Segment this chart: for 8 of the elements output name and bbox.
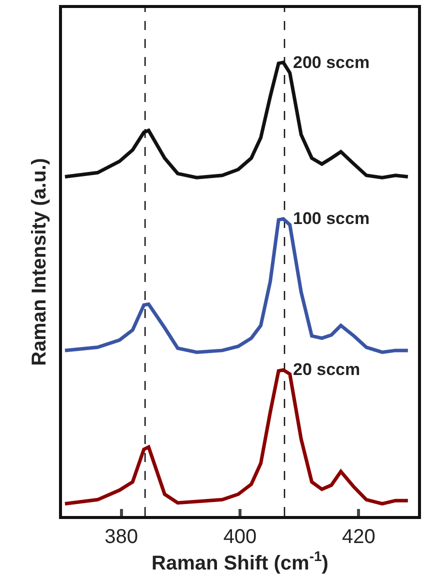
x-tick-label: 380	[104, 526, 138, 548]
series-label: 20 sccm	[293, 360, 360, 379]
y-axis-title: Raman Intensity (a.u.)	[28, 158, 50, 366]
series-label: 100 sccm	[293, 209, 370, 228]
series-label: 200 sccm	[293, 53, 370, 72]
x-tick-label: 420	[342, 526, 376, 548]
x-tick-label: 400	[223, 526, 257, 548]
x-axis-title: Raman Shift (cm$^{-1}$)	[152, 548, 328, 574]
